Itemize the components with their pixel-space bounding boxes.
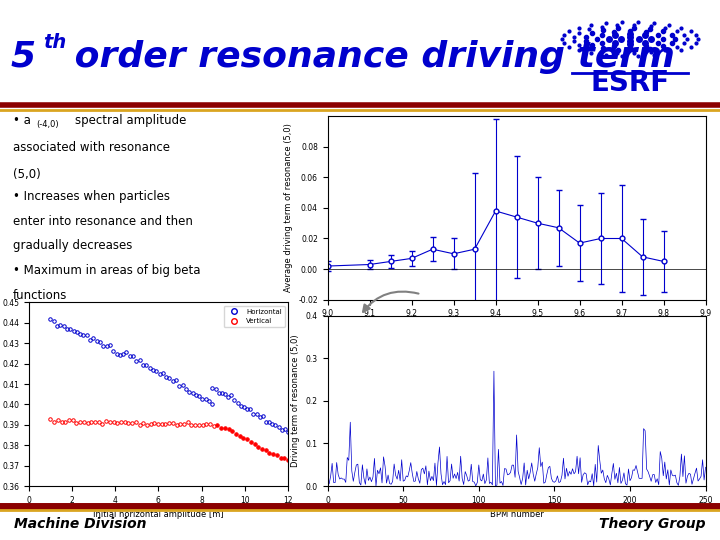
Text: • a: • a bbox=[13, 114, 31, 127]
Text: ESRF: ESRF bbox=[590, 69, 670, 97]
Text: 5: 5 bbox=[11, 40, 36, 73]
X-axis label: Initial horizontal amplitude [mm]: Initial horizontal amplitude [mm] bbox=[447, 324, 586, 333]
Text: enter into resonance and then: enter into resonance and then bbox=[13, 215, 193, 228]
Legend: Horizontal, Vertical: Horizontal, Vertical bbox=[224, 306, 284, 327]
Y-axis label: Driving term of resonance (5,0): Driving term of resonance (5,0) bbox=[291, 335, 300, 467]
Text: gradually decreases: gradually decreases bbox=[13, 239, 132, 252]
Y-axis label: Average driving term of resonance (5,0): Average driving term of resonance (5,0) bbox=[284, 124, 293, 292]
Text: associated with resonance: associated with resonance bbox=[13, 141, 170, 154]
Text: spectral amplitude: spectral amplitude bbox=[75, 114, 186, 127]
Text: • Maximum in areas of big beta: • Maximum in areas of big beta bbox=[13, 264, 200, 277]
Text: functions: functions bbox=[13, 288, 68, 301]
X-axis label: BPM number: BPM number bbox=[490, 510, 544, 519]
Text: Machine Division: Machine Division bbox=[14, 517, 147, 531]
X-axis label: Initial horizontal amplitude [m]: Initial horizontal amplitude [m] bbox=[93, 510, 224, 519]
Text: order resonance driving term: order resonance driving term bbox=[62, 40, 675, 73]
Text: (-4,0): (-4,0) bbox=[36, 120, 58, 129]
Text: Theory Group: Theory Group bbox=[599, 517, 706, 531]
Text: th: th bbox=[43, 32, 66, 52]
Text: (5,0): (5,0) bbox=[13, 167, 41, 180]
Text: • Increases when particles: • Increases when particles bbox=[13, 190, 170, 203]
